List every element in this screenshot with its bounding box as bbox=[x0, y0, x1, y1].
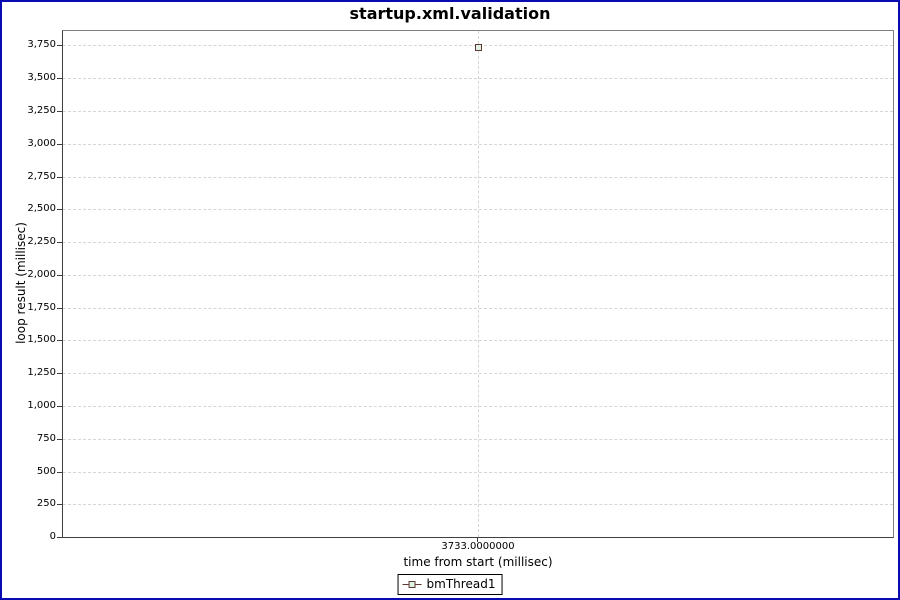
h-gridline bbox=[63, 209, 893, 211]
h-gridline bbox=[63, 307, 893, 309]
y-tick-label: 500 bbox=[36, 465, 56, 477]
y-tick-mark bbox=[57, 471, 62, 473]
h-gridline bbox=[63, 471, 893, 473]
y-tick-mark bbox=[57, 45, 62, 47]
y-tick-label: 2,750 bbox=[27, 170, 56, 182]
y-tick-label: 2,500 bbox=[27, 203, 56, 215]
y-tick-label: 1,250 bbox=[27, 367, 56, 379]
y-tick-mark bbox=[57, 176, 62, 178]
h-gridline bbox=[63, 373, 893, 375]
y-tick-label: 0 bbox=[49, 531, 56, 542]
y-tick-mark bbox=[57, 111, 62, 112]
legend-series-label: bmThread1 bbox=[426, 577, 496, 591]
y-tick-mark bbox=[57, 373, 62, 375]
h-gridline bbox=[63, 438, 893, 440]
y-tick-mark bbox=[57, 340, 62, 342]
data-point-marker bbox=[475, 44, 482, 52]
y-tick-mark bbox=[57, 242, 62, 244]
x-tick-mark bbox=[477, 538, 478, 542]
y-tick-mark bbox=[57, 438, 62, 440]
y-tick-mark bbox=[57, 405, 62, 407]
square-on-line-icon bbox=[402, 580, 422, 589]
h-gridline bbox=[63, 111, 893, 112]
y-tick-mark bbox=[57, 143, 62, 145]
h-gridline bbox=[63, 274, 893, 276]
plot-area[interactable] bbox=[62, 30, 894, 538]
x-tick-label: 3733.0000000 bbox=[441, 541, 515, 552]
legend-square bbox=[408, 581, 416, 588]
h-gridline bbox=[63, 78, 893, 80]
y-tick-label: 3,000 bbox=[27, 137, 56, 149]
y-tick-label: 2,250 bbox=[27, 236, 56, 248]
h-gridline bbox=[63, 340, 893, 342]
y-tick-mark bbox=[57, 537, 62, 538]
chart-title: startup.xml.validation bbox=[349, 4, 551, 23]
h-gridline bbox=[63, 405, 893, 407]
y-tick-label: 3,250 bbox=[27, 105, 56, 116]
h-gridline bbox=[63, 242, 893, 244]
y-tick-label: 750 bbox=[36, 432, 56, 444]
y-tick-mark bbox=[57, 504, 62, 506]
legend: bmThread1 bbox=[397, 574, 503, 595]
y-tick-label: 3,500 bbox=[27, 72, 56, 84]
y-tick-label: 2,000 bbox=[27, 268, 56, 280]
x-axis-title: time from start (millisec) bbox=[403, 555, 553, 569]
y-tick-mark bbox=[57, 209, 62, 211]
y-tick-mark bbox=[57, 274, 62, 276]
y-tick-label: 1,500 bbox=[27, 334, 56, 346]
y-tick-label: 250 bbox=[36, 498, 56, 510]
y-tick-mark bbox=[57, 78, 62, 80]
h-gridline bbox=[63, 504, 893, 506]
h-gridline bbox=[63, 143, 893, 145]
y-tick-label: 1,750 bbox=[27, 301, 56, 313]
y-tick-label: 3,750 bbox=[27, 39, 56, 51]
h-gridline bbox=[63, 176, 893, 178]
v-gridline bbox=[478, 31, 479, 537]
y-tick-label: 1,000 bbox=[27, 399, 56, 411]
y-tick-mark bbox=[57, 307, 62, 309]
